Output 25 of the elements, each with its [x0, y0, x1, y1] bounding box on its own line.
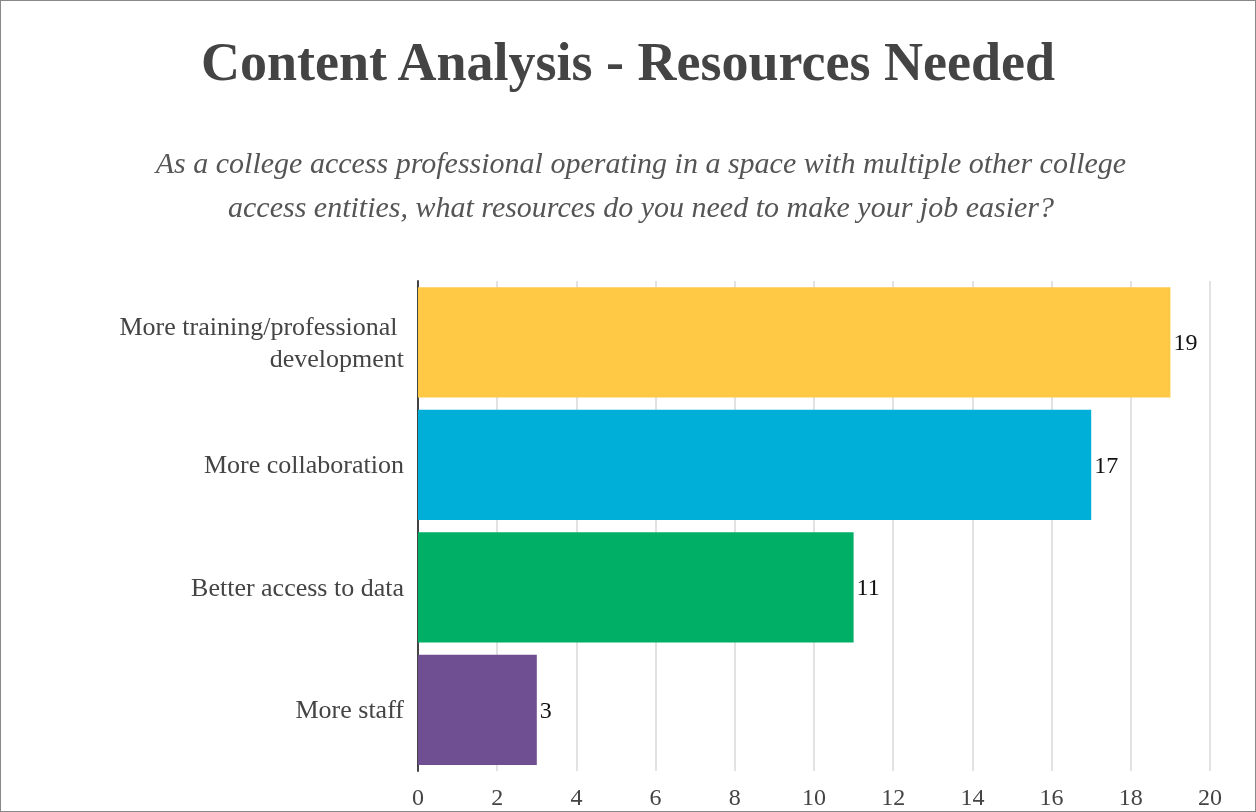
bar [418, 654, 537, 765]
y-tick-label: Better access to data [191, 572, 405, 602]
x-tick-label: 6 [649, 784, 662, 810]
y-tick-label: More collaboration [204, 450, 404, 480]
x-tick-label: 4 [570, 784, 583, 810]
bar [418, 532, 854, 643]
x-tick-label: 16 [1039, 784, 1064, 810]
x-tick-label: 10 [802, 784, 826, 810]
x-tick-label: 14 [960, 784, 985, 810]
data-label: 3 [539, 696, 552, 723]
x-tick-label: 0 [412, 784, 424, 810]
x-tick-label: 18 [1118, 784, 1143, 810]
x-tick-label: 8 [728, 784, 741, 810]
y-tick-label: More staff [295, 695, 405, 725]
y-tick-label: More training/professional development [119, 311, 405, 373]
data-label: 17 [1094, 451, 1119, 478]
data-label: 11 [856, 574, 880, 601]
chart-title: Content Analysis - Resources Needed [200, 31, 1056, 93]
x-tick-label: 2 [491, 784, 504, 810]
chart-subtitle: As a college access professional operating in a space with multiple other college access entities, what resources do you need to make your job easier? [153, 145, 1128, 225]
data-label: 19 [1173, 329, 1198, 356]
x-tick-label: 20 [1198, 784, 1222, 810]
bar [418, 287, 1171, 398]
x-tick-label: 12 [881, 784, 906, 810]
bar [418, 409, 1092, 520]
